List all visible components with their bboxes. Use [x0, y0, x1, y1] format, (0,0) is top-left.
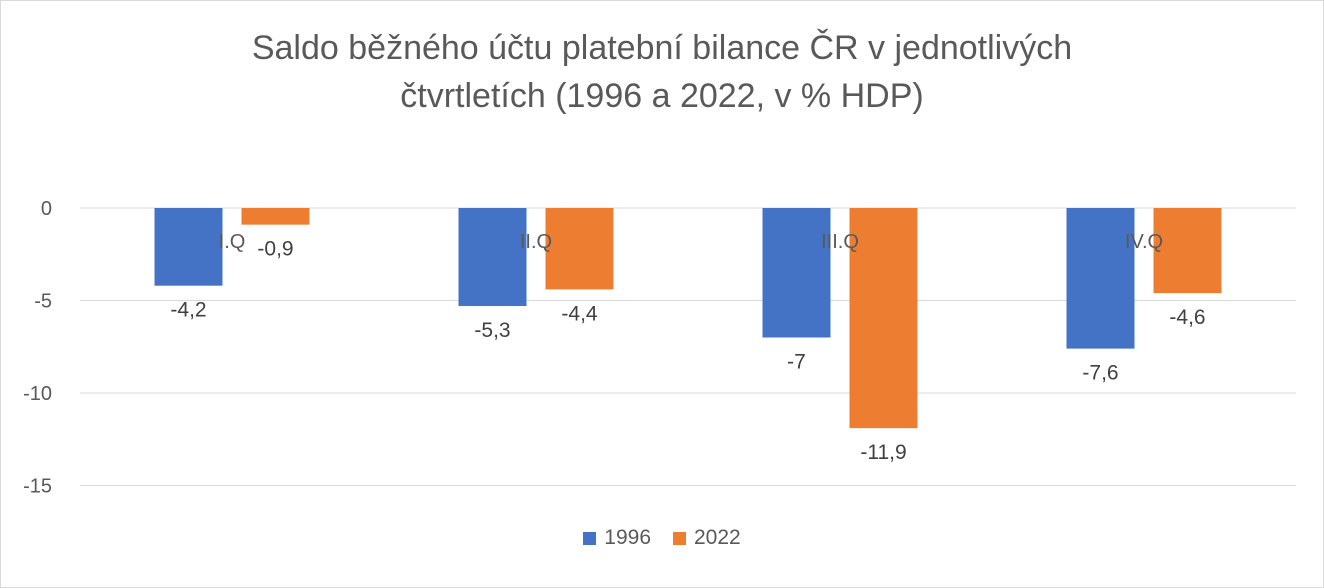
bar-2022-2: [545, 208, 614, 290]
chart-title-line-1: Saldo běžného účtu platební bilance ČR v…: [251, 29, 1073, 67]
category-label: IV.Q: [1125, 231, 1163, 253]
y-tick-label: -15: [23, 476, 52, 498]
y-tick-label: 0: [41, 198, 52, 220]
bar-1996-2: [458, 208, 527, 307]
y-tick-label: -10: [23, 383, 52, 405]
data-label-2022-3: -11,9: [860, 441, 906, 464]
data-label-1996-2: -5,3: [474, 319, 510, 342]
data-label-1996-3: -7: [787, 351, 806, 374]
y-tick-label: -5: [34, 291, 52, 313]
bar-1996-1: [154, 208, 223, 286]
category-label: III.Q: [821, 231, 859, 253]
category-label: I.Q: [219, 231, 246, 253]
legend-label-2022: 2022: [694, 526, 741, 549]
legend-label-1996: 1996: [604, 526, 651, 549]
data-label-1996-1: -4,2: [170, 299, 206, 322]
data-label-2022-4: -4,6: [1169, 306, 1205, 329]
data-label-2022-1: -0,9: [257, 238, 293, 261]
legend-item-2022: 2022: [673, 526, 741, 550]
data-label-2022-2: -4,4: [561, 302, 598, 325]
bar-2022-3: [849, 208, 918, 429]
bar-1996-4: [1066, 208, 1135, 349]
bar-1996-3: [762, 208, 831, 338]
bar-2022-1: [241, 208, 310, 225]
chart-title-line-2: čtvrtletích (1996 a 2022, v % HDP): [400, 77, 924, 115]
legend: 1996 2022: [0, 526, 1324, 550]
data-label-1996-4: -7,6: [1082, 362, 1118, 385]
chart-title: Saldo běžného účtu platební bilance ČR v…: [0, 24, 1324, 120]
legend-swatch-2022: [673, 531, 686, 545]
bar-2022-4: [1153, 208, 1222, 294]
legend-item-1996: 1996: [583, 526, 651, 550]
category-label: II.Q: [520, 231, 552, 253]
legend-swatch-1996: [583, 531, 597, 545]
